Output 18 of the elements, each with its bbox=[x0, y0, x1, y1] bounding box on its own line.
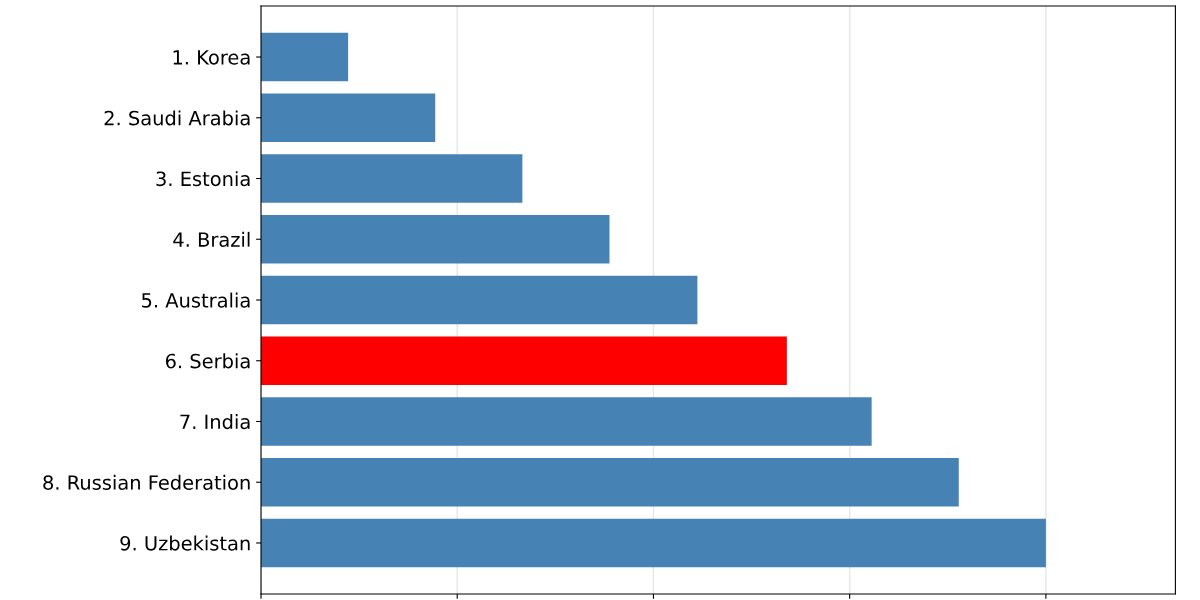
bar bbox=[261, 154, 523, 203]
bar bbox=[261, 336, 787, 386]
y-tick-label: 4. Brazil bbox=[173, 231, 250, 247]
y-tick-label: 6. Serbia bbox=[165, 353, 250, 369]
bar bbox=[261, 457, 959, 507]
y-tick-label: 7. India bbox=[180, 414, 250, 430]
bar bbox=[261, 32, 349, 82]
bar bbox=[261, 93, 436, 143]
y-tick-label: 2. Saudi Arabia bbox=[104, 110, 250, 126]
bar bbox=[261, 214, 610, 264]
y-tick-label: 8. Russian Federation bbox=[43, 474, 250, 490]
bar bbox=[261, 275, 698, 325]
bar bbox=[261, 397, 872, 446]
y-tick-label: 5. Australia bbox=[142, 292, 250, 308]
y-tick-label: 1. Korea bbox=[173, 50, 250, 65]
y-tick-label: 3. Estonia bbox=[156, 171, 250, 187]
bar bbox=[261, 518, 1046, 568]
y-tick-label: 9. Uzbekistan bbox=[120, 535, 250, 551]
